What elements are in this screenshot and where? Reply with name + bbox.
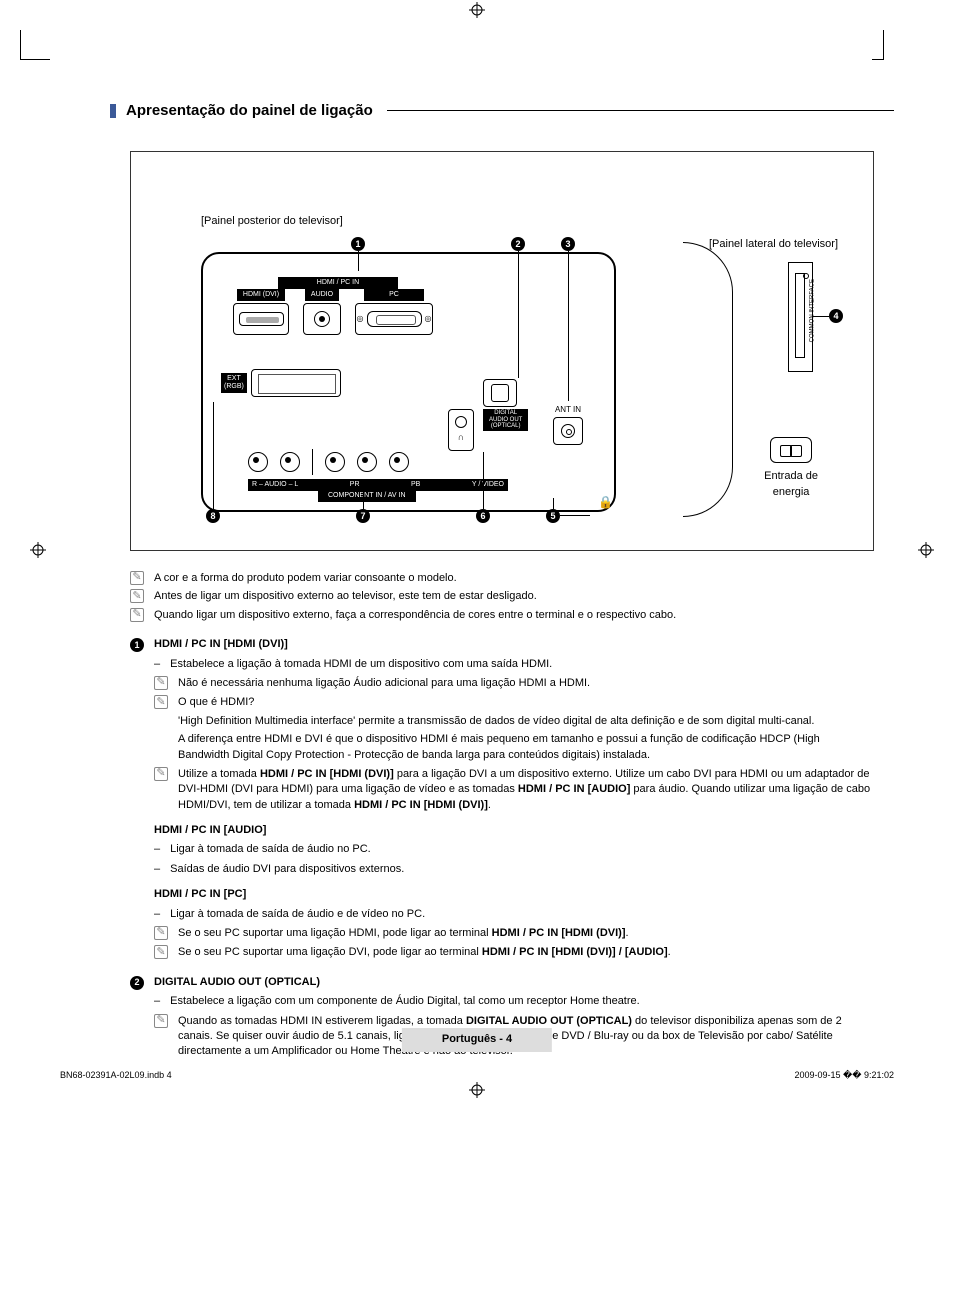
- panel-divider-curve: [683, 242, 733, 517]
- item-text: Estabelece a ligação com um componente d…: [170, 994, 640, 1009]
- crop-mark: [872, 30, 884, 60]
- item-text: O que é HDMI?: [178, 696, 254, 708]
- side-panel-label: [Painel lateral do televisor]: [709, 237, 838, 252]
- general-notes: ✎ A cor e a forma do produto podem variar…: [130, 571, 874, 623]
- item-text: Utilize a tomada HDMI / PC IN [HDMI (DVI…: [178, 767, 874, 813]
- callout-4: 4: [829, 309, 843, 323]
- note-text: A cor e a forma do produto podem variar …: [154, 571, 457, 586]
- callout-6: 6: [476, 509, 490, 523]
- callout-5: 5: [546, 509, 560, 523]
- callout-8: 8: [206, 509, 220, 523]
- rear-panel-label: [Painel posterior do televisor]: [201, 214, 343, 229]
- footer-timestamp: 2009-09-15 �� 9:21:02: [794, 1069, 894, 1082]
- item-text: Ligar à tomada de saída de áudio no PC.: [170, 842, 371, 857]
- headphone-port: ∩: [448, 409, 474, 451]
- section-title: Apresentação do painel de ligação: [110, 100, 894, 121]
- item-text: Não é necessária nenhuma ligação Áudio a…: [178, 676, 590, 691]
- note-icon: ✎: [130, 589, 144, 603]
- item-text: 'High Definition Multimedia interface' p…: [178, 714, 874, 729]
- item-title: HDMI / PC IN [HDMI (DVI)]: [154, 637, 288, 652]
- callout-2: 2: [511, 237, 525, 251]
- callout-1: 1: [351, 237, 365, 251]
- ci-indicator: [803, 273, 809, 279]
- note-icon: ✎: [154, 945, 168, 959]
- note-icon: ✎: [154, 1014, 168, 1028]
- item-number: 2: [130, 976, 144, 990]
- item-1: 1 HDMI / PC IN [HDMI (DVI)] –Estabelece …: [130, 637, 874, 961]
- power-input: Entrada de energia: [764, 437, 818, 500]
- item-text: Se o seu PC suportar uma ligação DVI, po…: [178, 945, 671, 960]
- page-footer: Português - 4: [402, 1028, 552, 1051]
- antenna-port: ANT IN: [553, 404, 583, 445]
- registration-mark: [469, 1082, 485, 1098]
- ext-rgb-port: EXT (RGB): [221, 369, 341, 397]
- note-icon: ✎: [154, 695, 168, 709]
- item-title: DIGITAL AUDIO OUT (OPTICAL): [154, 975, 320, 990]
- item-text: Ligar à tomada de saída de áudio e de ví…: [170, 907, 425, 922]
- item-number: 1: [130, 638, 144, 652]
- accent-bar: [110, 104, 116, 118]
- footer-filename: BN68-02391A-02L09.indb 4: [60, 1069, 172, 1082]
- note-icon: ✎: [130, 608, 144, 622]
- item-text: A diferença entre HDMI e DVI é que o dis…: [178, 732, 874, 763]
- note-icon: ✎: [130, 571, 144, 585]
- audio-port: AUDIO: [303, 284, 341, 335]
- sub-title: HDMI / PC IN [AUDIO]: [154, 823, 874, 838]
- side-panel: [788, 262, 813, 372]
- registration-mark: [918, 542, 934, 558]
- component-av-ports: [248, 449, 409, 475]
- lock-icon: 🔒: [598, 494, 613, 511]
- note-icon: ✎: [154, 926, 168, 940]
- item-text: Estabelece a ligação à tomada HDMI de um…: [170, 657, 552, 672]
- callout-3: 3: [561, 237, 575, 251]
- optical-port: DIGITAL AUDIO OUT (OPTICAL): [483, 379, 528, 432]
- note-icon: ✎: [154, 676, 168, 690]
- item-text: Saídas de áudio DVI para dispositivos ex…: [170, 862, 404, 877]
- common-interface-slot: [795, 273, 805, 358]
- connection-diagram: [Painel posterior do televisor] [Painel …: [130, 151, 874, 551]
- registration-mark: [469, 2, 485, 18]
- note-icon: ✎: [154, 767, 168, 781]
- registration-mark: [30, 542, 46, 558]
- note-text: Quando ligar um dispositivo externo, faç…: [154, 608, 676, 623]
- crop-mark: [20, 30, 50, 60]
- section-heading: Apresentação do painel de ligação: [126, 100, 373, 121]
- sub-title: HDMI / PC IN [PC]: [154, 887, 874, 902]
- hdmi-dvi-port: HDMI (DVI): [233, 284, 289, 335]
- pc-port: PC ◎◎: [355, 284, 433, 335]
- component-in-label: COMPONENT IN / AV IN: [318, 490, 416, 502]
- note-text: Antes de ligar um dispositivo externo ao…: [154, 589, 537, 604]
- rear-panel: HDMI / PC IN HDMI (DVI) AUDIO PC ◎◎ EXT …: [201, 252, 616, 512]
- item-text: Se o seu PC suportar uma ligação HDMI, p…: [178, 926, 629, 941]
- callout-7: 7: [356, 509, 370, 523]
